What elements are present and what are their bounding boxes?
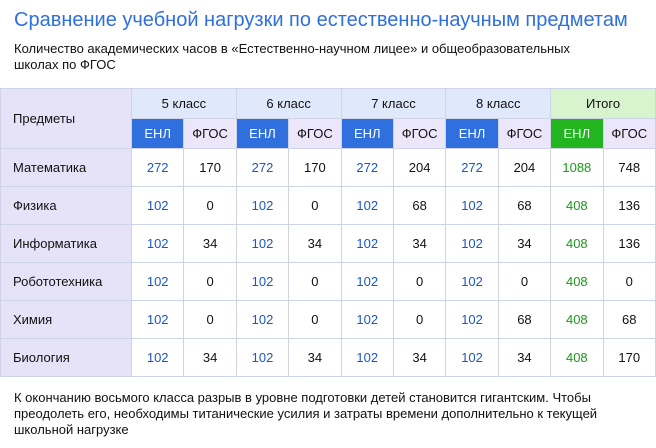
value-cell: 34 xyxy=(392,224,447,263)
value-cell: 102 xyxy=(130,300,185,339)
value-cell: 102 xyxy=(235,300,290,339)
value-cell: 170 xyxy=(183,148,237,187)
value-cell: 102 xyxy=(235,186,290,225)
value-cell: 408 xyxy=(550,300,604,339)
value-cell: 68 xyxy=(497,186,552,225)
value-cell: 102 xyxy=(340,338,394,377)
subtitle: Количество академических часов в «Естест… xyxy=(14,41,571,72)
value-cell: 102 xyxy=(340,186,394,225)
subcolumn-header: ФГОС xyxy=(183,118,237,149)
data-row: Физика 102 0 102 0 102 68 102 68 408 136 xyxy=(0,186,656,225)
value-cell: 1088 xyxy=(550,148,604,187)
subject-cell: Химия xyxy=(0,300,132,339)
group-header: 6 класс xyxy=(235,88,342,119)
subcolumn-header: ФГОС xyxy=(497,118,552,149)
header-row: Предметы 5 класс 6 класс 7 класс 8 класс Итог… xyxy=(0,88,656,149)
value-cell: 0 xyxy=(183,300,237,339)
subcolumn-header: ФГОС xyxy=(602,118,656,149)
subcolumn-header: ЕНЛ xyxy=(550,118,604,149)
value-cell: 102 xyxy=(340,300,394,339)
value-cell: 0 xyxy=(497,262,552,301)
value-cell: 0 xyxy=(288,300,342,339)
data-row: Робототехника 102 0 102 0 102 0 102 0 408 0 xyxy=(0,262,656,301)
value-cell: 204 xyxy=(392,148,447,187)
subject-cell: Физика xyxy=(0,186,132,225)
value-cell: 272 xyxy=(340,148,394,187)
value-cell: 102 xyxy=(130,224,185,263)
value-cell: 102 xyxy=(445,186,499,225)
value-cell: 102 xyxy=(130,186,185,225)
value-cell: 102 xyxy=(235,338,290,377)
data-row: Биология 102 34 102 34 102 34 102 34 408 170 xyxy=(0,338,656,377)
corner-header: Предметы xyxy=(0,88,132,149)
value-cell: 68 xyxy=(497,300,552,339)
value-cell: 408 xyxy=(550,224,604,263)
subcolumn-header: ЕНЛ xyxy=(235,118,290,149)
value-cell: 68 xyxy=(602,300,656,339)
data-row: Информатика 102 34 102 34 102 34 102 34 408 136 xyxy=(0,224,656,263)
value-cell: 102 xyxy=(130,338,185,377)
subheader-row: ЕНЛ ФГОС ЕНЛ ФГОС ЕНЛ ФГОС ЕНЛ ФГОС ЕНЛ ФГОС xyxy=(1,118,656,149)
value-cell: 102 xyxy=(235,224,290,263)
value-cell: 272 xyxy=(445,148,499,187)
subject-cell: Информатика xyxy=(0,224,132,263)
title: Сравнение учебной нагрузки по естественн… xyxy=(14,9,628,31)
value-cell: 0 xyxy=(288,186,342,225)
value-cell: 0 xyxy=(288,262,342,301)
value-cell: 102 xyxy=(445,262,499,301)
value-cell: 170 xyxy=(288,148,342,187)
group-header: Итого xyxy=(550,88,656,119)
footer-note: К окончанию восьмого класса разрыв в уро… xyxy=(14,390,598,437)
value-cell: 204 xyxy=(497,148,552,187)
value-cell: 34 xyxy=(497,224,552,263)
group-header: 7 класс xyxy=(340,88,447,119)
value-cell: 0 xyxy=(392,262,447,301)
data-row: Химия 102 0 102 0 102 0 102 68 408 68 xyxy=(0,300,656,339)
value-cell: 136 xyxy=(602,224,656,263)
value-cell: 34 xyxy=(392,338,447,377)
group-header: 5 класс xyxy=(131,88,237,119)
value-cell: 34 xyxy=(183,224,237,263)
value-cell: 0 xyxy=(602,262,656,301)
value-cell: 102 xyxy=(340,262,394,301)
value-cell: 34 xyxy=(288,224,342,263)
value-cell: 102 xyxy=(235,262,290,301)
value-cell: 748 xyxy=(602,148,656,187)
subject-cell: Робототехника xyxy=(0,262,132,301)
subcolumn-header: ЕНЛ xyxy=(340,118,394,149)
value-cell: 102 xyxy=(340,224,394,263)
subject-cell: Биология xyxy=(0,338,132,377)
value-cell: 34 xyxy=(183,338,237,377)
value-cell: 0 xyxy=(183,186,237,225)
value-cell: 102 xyxy=(445,300,499,339)
comparison-table: Предметы 5 класс 6 класс 7 класс 8 класс Итог… xyxy=(0,88,656,377)
value-cell: 102 xyxy=(445,338,499,377)
subcolumn-header: ФГОС xyxy=(288,118,342,149)
value-cell: 272 xyxy=(235,148,290,187)
value-cell: 102 xyxy=(445,224,499,263)
value-cell: 170 xyxy=(602,338,656,377)
value-cell: 0 xyxy=(183,262,237,301)
group-header: 8 класс xyxy=(445,88,552,119)
value-cell: 408 xyxy=(550,338,604,377)
value-cell: 34 xyxy=(288,338,342,377)
value-cell: 272 xyxy=(130,148,185,187)
subcolumn-header: ЕНЛ xyxy=(130,118,185,149)
value-cell: 136 xyxy=(602,186,656,225)
value-cell: 102 xyxy=(130,262,185,301)
value-cell: 0 xyxy=(392,300,447,339)
subject-cell: Математика xyxy=(0,148,132,187)
value-cell: 408 xyxy=(550,262,604,301)
subcolumn-header: ФГОС xyxy=(392,118,447,149)
value-cell: 34 xyxy=(497,338,552,377)
value-cell: 408 xyxy=(550,186,604,225)
value-cell: 68 xyxy=(392,186,447,225)
data-row: Математика 272 170 272 170 272 204 272 204 1088 74… xyxy=(0,148,656,187)
subcolumn-header: ЕНЛ xyxy=(445,118,499,149)
